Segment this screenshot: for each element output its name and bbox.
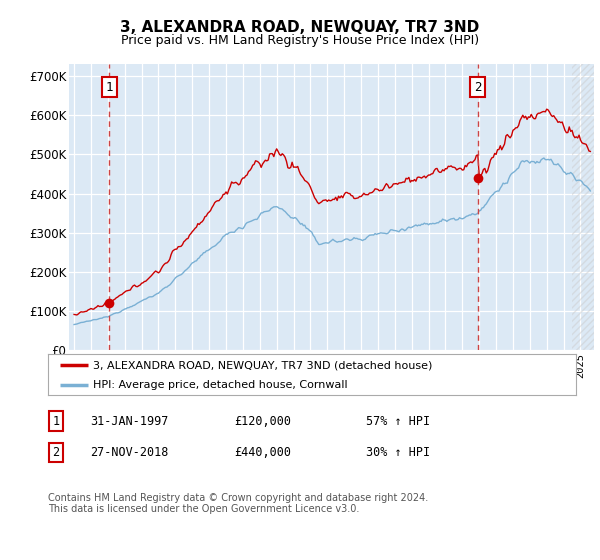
Text: HPI: Average price, detached house, Cornwall: HPI: Average price, detached house, Corn… bbox=[93, 380, 347, 390]
Text: 57% ↑ HPI: 57% ↑ HPI bbox=[366, 414, 430, 428]
Text: Price paid vs. HM Land Registry's House Price Index (HPI): Price paid vs. HM Land Registry's House … bbox=[121, 34, 479, 46]
Text: 27-NOV-2018: 27-NOV-2018 bbox=[90, 446, 169, 459]
Text: £440,000: £440,000 bbox=[234, 446, 291, 459]
Text: 2: 2 bbox=[52, 446, 59, 459]
Text: 30% ↑ HPI: 30% ↑ HPI bbox=[366, 446, 430, 459]
Text: Contains HM Land Registry data © Crown copyright and database right 2024.
This d: Contains HM Land Registry data © Crown c… bbox=[48, 493, 428, 515]
Bar bbox=[572, 64, 594, 350]
Text: 1: 1 bbox=[106, 81, 113, 94]
Text: 3, ALEXANDRA ROAD, NEWQUAY, TR7 3ND: 3, ALEXANDRA ROAD, NEWQUAY, TR7 3ND bbox=[121, 20, 479, 35]
Text: 1: 1 bbox=[52, 414, 59, 428]
Text: £120,000: £120,000 bbox=[234, 414, 291, 428]
Text: 2: 2 bbox=[474, 81, 482, 94]
Text: 31-JAN-1997: 31-JAN-1997 bbox=[90, 414, 169, 428]
Text: 3, ALEXANDRA ROAD, NEWQUAY, TR7 3ND (detached house): 3, ALEXANDRA ROAD, NEWQUAY, TR7 3ND (det… bbox=[93, 361, 432, 370]
